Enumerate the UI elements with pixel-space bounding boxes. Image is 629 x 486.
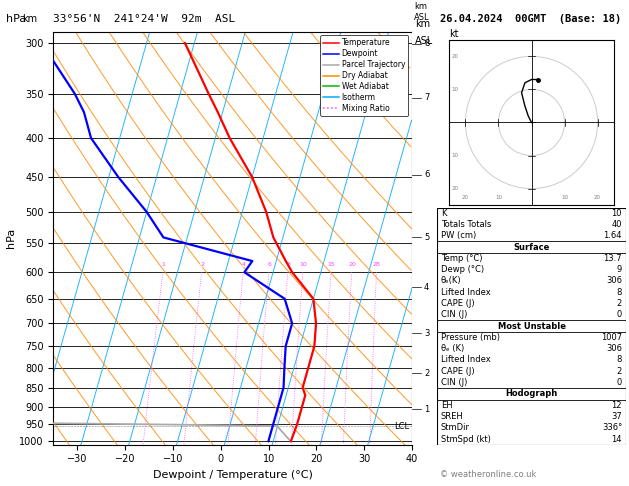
- Text: Dewp (°C): Dewp (°C): [441, 265, 484, 274]
- Text: 13.7: 13.7: [603, 254, 622, 263]
- Text: km: km: [22, 14, 37, 24]
- Text: 20: 20: [452, 54, 459, 59]
- Text: Most Unstable: Most Unstable: [498, 322, 565, 330]
- Text: 40: 40: [611, 220, 622, 229]
- X-axis label: Dewpoint / Temperature (°C): Dewpoint / Temperature (°C): [153, 470, 313, 480]
- Text: 14: 14: [611, 434, 622, 444]
- Text: Pressure (mb): Pressure (mb): [441, 333, 500, 342]
- Text: 33°56'N  241°24'W  92m  ASL: 33°56'N 241°24'W 92m ASL: [53, 14, 236, 24]
- Text: 10: 10: [495, 195, 502, 200]
- Text: 10: 10: [611, 208, 622, 218]
- Text: 20: 20: [594, 195, 601, 200]
- Text: Lifted Index: Lifted Index: [441, 355, 491, 364]
- Text: 2: 2: [424, 369, 430, 378]
- Text: CAPE (J): CAPE (J): [441, 367, 474, 376]
- Text: 5: 5: [424, 233, 430, 242]
- Text: km
ASL: km ASL: [415, 2, 430, 21]
- Text: Temp (°C): Temp (°C): [441, 254, 482, 263]
- Text: 4: 4: [424, 283, 430, 292]
- Text: 7: 7: [424, 93, 430, 102]
- Text: K: K: [441, 208, 447, 218]
- Text: LCL: LCL: [394, 422, 409, 431]
- Text: 3: 3: [424, 329, 430, 338]
- Text: hPa: hPa: [6, 14, 26, 24]
- Text: Lifted Index: Lifted Index: [441, 288, 491, 297]
- Text: 10: 10: [299, 262, 307, 267]
- Text: 28: 28: [373, 262, 381, 267]
- Text: 20: 20: [348, 262, 356, 267]
- Text: © weatheronline.co.uk: © weatheronline.co.uk: [440, 469, 537, 479]
- Text: Totals Totals: Totals Totals: [441, 220, 491, 229]
- Text: 2: 2: [200, 262, 204, 267]
- Text: kt: kt: [449, 29, 459, 39]
- Text: 26.04.2024  00GMT  (Base: 18): 26.04.2024 00GMT (Base: 18): [440, 14, 621, 24]
- Legend: Temperature, Dewpoint, Parcel Trajectory, Dry Adiabat, Wet Adiabat, Isotherm, Mi: Temperature, Dewpoint, Parcel Trajectory…: [320, 35, 408, 116]
- Text: 12: 12: [611, 400, 622, 410]
- Text: EH: EH: [441, 400, 452, 410]
- Text: 15: 15: [328, 262, 335, 267]
- Text: 20: 20: [452, 186, 459, 191]
- Text: 8: 8: [616, 288, 622, 297]
- Text: 306: 306: [606, 344, 622, 353]
- Text: 8: 8: [616, 355, 622, 364]
- Text: CIN (J): CIN (J): [441, 378, 467, 387]
- Text: 6: 6: [424, 170, 430, 179]
- Text: 6: 6: [267, 262, 271, 267]
- Text: 1007: 1007: [601, 333, 622, 342]
- Text: StmDir: StmDir: [441, 423, 470, 432]
- Text: 1.64: 1.64: [604, 231, 622, 240]
- Text: 1: 1: [162, 262, 165, 267]
- Text: StmSpd (kt): StmSpd (kt): [441, 434, 491, 444]
- Text: Hodograph: Hodograph: [505, 389, 558, 399]
- Text: Surface: Surface: [513, 243, 550, 252]
- Text: 8: 8: [424, 39, 430, 49]
- Text: 8: 8: [286, 262, 290, 267]
- Text: 0: 0: [617, 378, 622, 387]
- Text: SREH: SREH: [441, 412, 464, 421]
- Text: ASL: ASL: [415, 36, 433, 46]
- Text: 9: 9: [617, 265, 622, 274]
- Text: 10: 10: [452, 153, 459, 158]
- Text: 20: 20: [462, 195, 469, 200]
- Text: 2: 2: [617, 299, 622, 308]
- Text: 336°: 336°: [602, 423, 622, 432]
- Text: θₑ (K): θₑ (K): [441, 344, 464, 353]
- Text: θₑ(K): θₑ(K): [441, 277, 462, 285]
- Text: 2: 2: [617, 367, 622, 376]
- Text: 1: 1: [424, 404, 430, 414]
- Text: km: km: [415, 19, 430, 29]
- Text: 37: 37: [611, 412, 622, 421]
- Text: CIN (J): CIN (J): [441, 311, 467, 319]
- Y-axis label: hPa: hPa: [6, 228, 16, 248]
- Text: 306: 306: [606, 277, 622, 285]
- Text: 10: 10: [561, 195, 568, 200]
- Text: CAPE (J): CAPE (J): [441, 299, 474, 308]
- Text: 10: 10: [452, 87, 459, 92]
- Text: 4: 4: [242, 262, 246, 267]
- Text: 0: 0: [617, 311, 622, 319]
- Text: PW (cm): PW (cm): [441, 231, 476, 240]
